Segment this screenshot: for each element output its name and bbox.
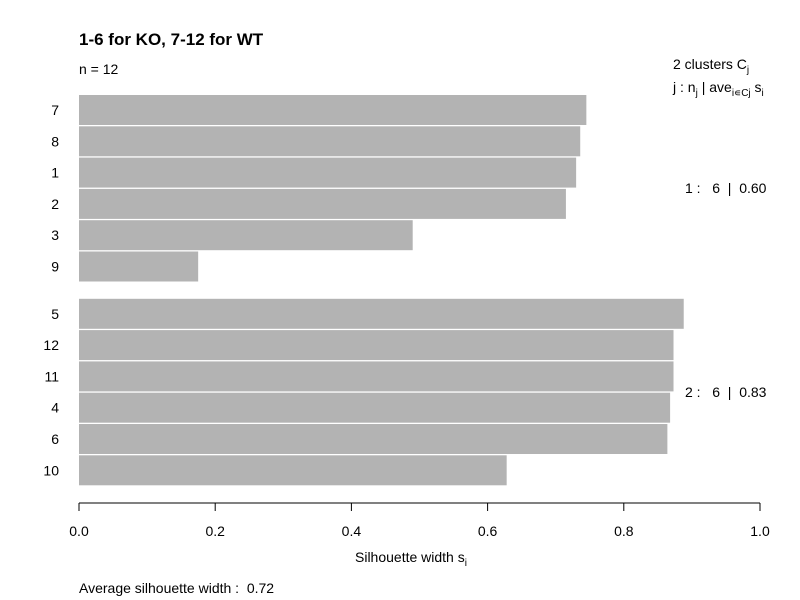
silhouette-bar xyxy=(79,157,577,188)
legend-header: j : nj | avei∊Cj si xyxy=(673,79,764,99)
cluster-1-label: 1 : 6 | 0.60 xyxy=(685,179,767,196)
silhouette-bar xyxy=(79,298,684,329)
silhouette-bar xyxy=(79,251,199,282)
x-axis-label: Silhouette width si xyxy=(355,549,467,569)
silhouette-bar xyxy=(79,455,507,486)
x-tick-label: 0.4 xyxy=(342,523,362,539)
bar-label: 11 xyxy=(44,368,59,384)
bar-label: 8 xyxy=(51,133,59,149)
bar-label: 1 xyxy=(51,165,59,181)
x-tick-label: 0.8 xyxy=(614,523,634,539)
chart-subtitle: n = 12 xyxy=(79,61,119,77)
silhouette-bar xyxy=(79,330,674,361)
bar-label: 6 xyxy=(51,431,59,447)
silhouette-bar xyxy=(79,126,581,157)
bar-label: 2 xyxy=(51,196,59,212)
silhouette-bar xyxy=(79,95,587,125)
bar-label: 7 xyxy=(51,102,59,118)
bar-label: 9 xyxy=(51,259,59,275)
chart-title: 1-6 for KO, 7-12 for WT xyxy=(79,30,264,49)
x-tick-label: 0.2 xyxy=(205,523,225,539)
x-tick-label: 0.0 xyxy=(69,523,89,539)
bar-label: 3 xyxy=(51,227,59,243)
x-tick-label: 0.6 xyxy=(478,523,498,539)
silhouette-bar xyxy=(79,220,413,251)
bar-label: 4 xyxy=(51,400,59,416)
average-silhouette-footer: Average silhouette width : 0.72 xyxy=(79,580,275,596)
cluster-2-label: 2 : 6 | 0.83 xyxy=(685,383,767,400)
silhouette-bar xyxy=(79,392,671,423)
silhouette-bar xyxy=(79,424,668,454)
bar-label: 5 xyxy=(51,306,59,322)
silhouette-bar xyxy=(79,188,566,219)
bar-label: 12 xyxy=(43,337,59,353)
x-tick-label: 1.0 xyxy=(750,523,770,539)
legend-title: 2 clusters Cj xyxy=(673,56,750,76)
silhouette-bar xyxy=(79,361,674,392)
bar-label: 10 xyxy=(43,462,59,478)
